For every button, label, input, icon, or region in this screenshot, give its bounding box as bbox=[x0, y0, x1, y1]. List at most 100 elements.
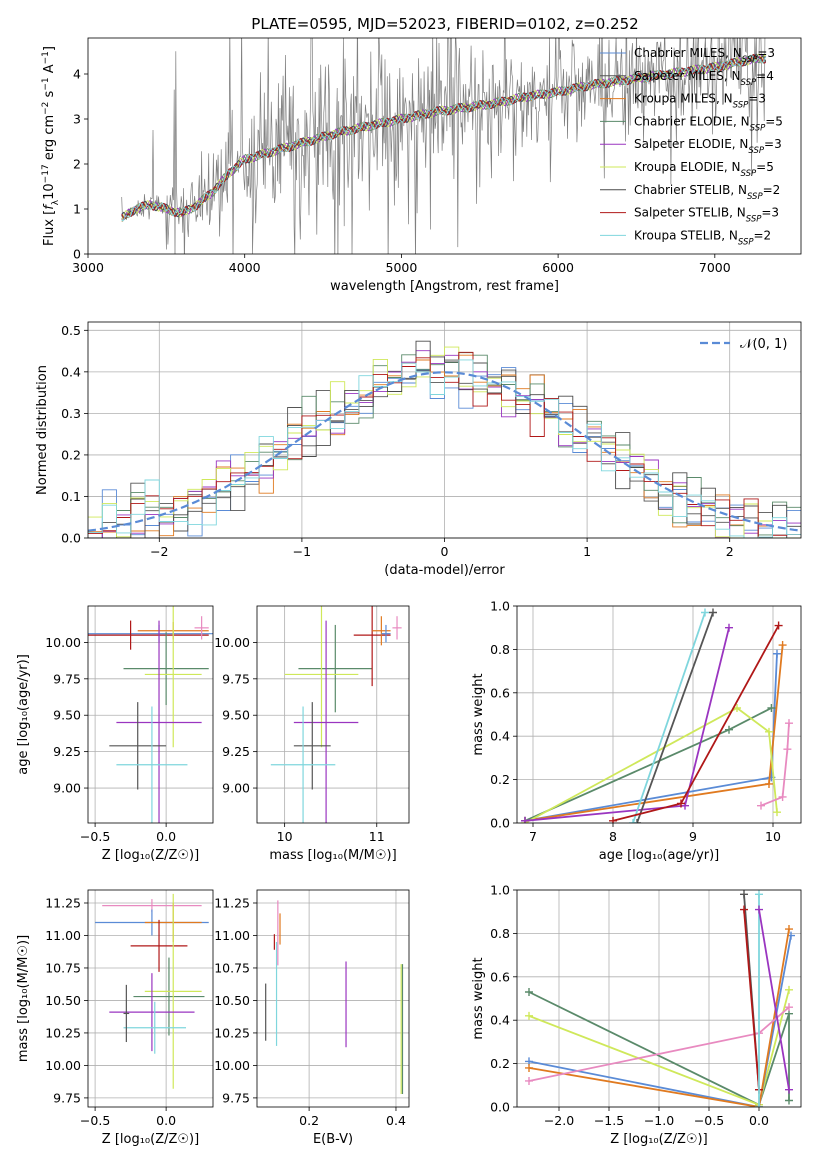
y-axis-label-part: ] bbox=[42, 46, 57, 51]
legend-label: Chabrier MILES, NSSP=3 bbox=[634, 46, 775, 65]
x-tick-label: −1.0 bbox=[644, 1113, 674, 1128]
x-tick-label: 3000 bbox=[72, 260, 104, 275]
errorbar-point bbox=[144, 893, 202, 1089]
y-tick-label: 0.4 bbox=[61, 364, 81, 379]
weight-line bbox=[758, 909, 790, 1090]
y-tick-label: 9.50 bbox=[222, 708, 250, 723]
errorbar-point bbox=[284, 606, 359, 748]
x-tick-label: −2 bbox=[150, 544, 168, 559]
x-tick-label: 0 bbox=[441, 544, 449, 559]
model-spectrum bbox=[121, 53, 766, 220]
weight-marker bbox=[525, 987, 533, 996]
weight-marker bbox=[778, 792, 787, 801]
weight-marker bbox=[755, 1103, 763, 1107]
errorbar-point bbox=[381, 624, 391, 643]
errorbar-point bbox=[109, 973, 195, 1052]
y-tick-label: 11.25 bbox=[45, 895, 81, 910]
y-tick-label: 10.00 bbox=[214, 635, 250, 650]
legend-label: Salpeter ELODIE, NSSP=3 bbox=[634, 137, 782, 156]
weight-marker bbox=[521, 816, 529, 823]
y-tick-label: 0.8 bbox=[490, 642, 510, 657]
x-axis-label: Z [log₁₀(Z/Z☉)] bbox=[610, 1132, 707, 1147]
y-axis-label-part: f bbox=[42, 203, 57, 210]
weight-line bbox=[743, 909, 760, 1090]
y-axis-label: mass weight bbox=[471, 673, 486, 755]
plot-area bbox=[88, 606, 213, 823]
weight-marker bbox=[755, 890, 763, 899]
weight-line bbox=[528, 935, 792, 1107]
y-tick-label: 0.0 bbox=[490, 816, 510, 831]
weight-marker bbox=[765, 727, 773, 736]
weight-marker bbox=[773, 808, 781, 817]
plot-area bbox=[525, 890, 795, 1107]
grid bbox=[257, 890, 409, 1107]
weight-line bbox=[528, 928, 790, 1107]
y-tick-label: 0.4 bbox=[490, 729, 510, 744]
x-tick-label: 10 bbox=[765, 829, 781, 844]
errorbar-point bbox=[293, 702, 331, 790]
weight-marker bbox=[629, 819, 637, 823]
weight-marker bbox=[633, 819, 641, 823]
x-tick-label: 5000 bbox=[386, 260, 418, 275]
y-tick-label: 9.75 bbox=[53, 671, 81, 686]
plot-area bbox=[95, 893, 209, 1089]
legend-label-tail: =3 bbox=[748, 92, 766, 106]
legend-label-sub: SSP bbox=[748, 146, 764, 156]
y-tick-label: 10.25 bbox=[45, 1025, 81, 1040]
weight-line bbox=[524, 706, 778, 823]
legend-label-tail: =3 bbox=[757, 46, 775, 60]
x-tick-label: 10 bbox=[277, 829, 293, 844]
weight-marker bbox=[701, 608, 709, 617]
y-tick-label: 10.50 bbox=[45, 993, 81, 1008]
legend-label-sub: SSP bbox=[733, 101, 749, 111]
y-tick-label: 9.25 bbox=[222, 744, 250, 759]
y-tick-label: 9.00 bbox=[222, 781, 250, 796]
plot-area bbox=[121, 38, 767, 254]
y-tick-label: 10.25 bbox=[214, 1025, 250, 1040]
x-tick-label: 8 bbox=[609, 829, 617, 844]
weight-line bbox=[760, 723, 790, 807]
y-tick-label: 1.0 bbox=[490, 883, 510, 898]
y-tick-label: 0.3 bbox=[61, 406, 81, 421]
weight-line bbox=[636, 612, 714, 823]
legend-label-text: Chabrier STELIB, N bbox=[634, 183, 747, 197]
legend-label-text: Kroupa STELIB, N bbox=[634, 228, 738, 242]
y-axis-label: Flux [fλ10−17 erg cm−2 s−1 A−1] bbox=[41, 46, 61, 246]
errorbar-point bbox=[123, 984, 130, 1043]
y-axis-label-part: s bbox=[42, 90, 57, 101]
axis-frame bbox=[516, 889, 802, 1108]
y-tick-label: 11.25 bbox=[214, 895, 250, 910]
weight-marker bbox=[525, 1063, 533, 1072]
weight-marker bbox=[757, 801, 765, 810]
plot-area bbox=[270, 606, 402, 823]
y-tick-label: 9.50 bbox=[53, 708, 81, 723]
legend-label-tail: =5 bbox=[756, 160, 774, 174]
legend-label-sub: SSP bbox=[741, 169, 757, 179]
y-tick-label: 10.75 bbox=[45, 960, 81, 975]
panel-age-vs-Z: −0.5 0.0 9.00 9.25 9.50 9.75 10.00 Z [log₁₀(Z/Z… bbox=[16, 605, 214, 863]
errorbar-point bbox=[298, 624, 373, 713]
weight-marker bbox=[755, 905, 763, 914]
errorbar-point bbox=[194, 616, 209, 640]
legend-label: Chabrier STELIB, NSSP=2 bbox=[634, 183, 780, 202]
weight-line bbox=[524, 653, 778, 822]
charts: 3000 4000 5000 6000 7000 0 1 2 3 4 wavelength [Ang… bbox=[16, 37, 802, 1147]
y-axis-label-part: Flux [ bbox=[42, 210, 57, 246]
errorbar-point bbox=[116, 706, 188, 823]
plot-area bbox=[265, 900, 404, 1095]
model-spectrum bbox=[121, 53, 767, 220]
y-tick-label: 1.0 bbox=[490, 599, 510, 614]
y-axis-label: age [log₁₀(age/yr)] bbox=[16, 654, 31, 775]
errorbar-point bbox=[123, 1001, 187, 1054]
y-tick-label: 0 bbox=[73, 247, 81, 262]
errorbar-point bbox=[130, 919, 188, 972]
axis-frame bbox=[87, 889, 214, 1108]
plot-area bbox=[88, 340, 801, 538]
weight-marker bbox=[785, 925, 793, 934]
y-tick-label: 4 bbox=[73, 67, 81, 82]
x-tick-label: 0.0 bbox=[156, 829, 176, 844]
errorbar-point bbox=[144, 606, 202, 748]
weight-marker bbox=[709, 608, 717, 617]
x-tick-label: −1 bbox=[293, 544, 311, 559]
